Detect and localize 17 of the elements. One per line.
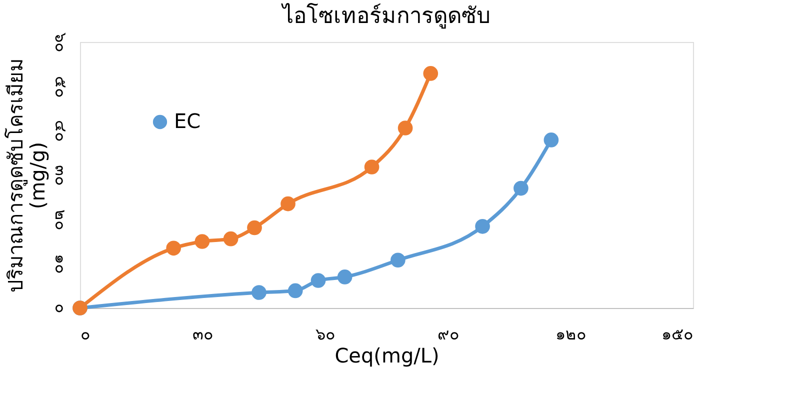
legend-label: EC [174,109,201,133]
x-tick-label: ๑๒๐ [555,324,586,344]
y-tick-label: ๕๐ [52,76,70,98]
chart-title: ไอโซเทอร์มการดูดซับ [280,3,490,29]
y-tick-label: ๖๐ [52,32,70,52]
y-tick-label: ๒๐ [52,209,70,230]
x-tick-label: ๖๐ [316,324,336,344]
y-tick-label: ๐ [52,304,70,314]
y-tick-label: ๔๐ [52,120,70,142]
x-tick-label: ๐ [80,324,90,344]
y-tick-label: ๓๐ [52,165,70,186]
x-axis-title: Ceq(mg/L) [334,344,440,368]
x-tick-label: ๙๐ [437,324,460,344]
y-axis-title: ปริมาณการดูดซับโครเมียม (mg/g) [4,58,50,292]
y-tick-label: ๑๐ [52,254,70,274]
x-tick-label: ๓๐ [192,324,214,344]
x-tick-label: ๑๕๐ [662,324,694,344]
